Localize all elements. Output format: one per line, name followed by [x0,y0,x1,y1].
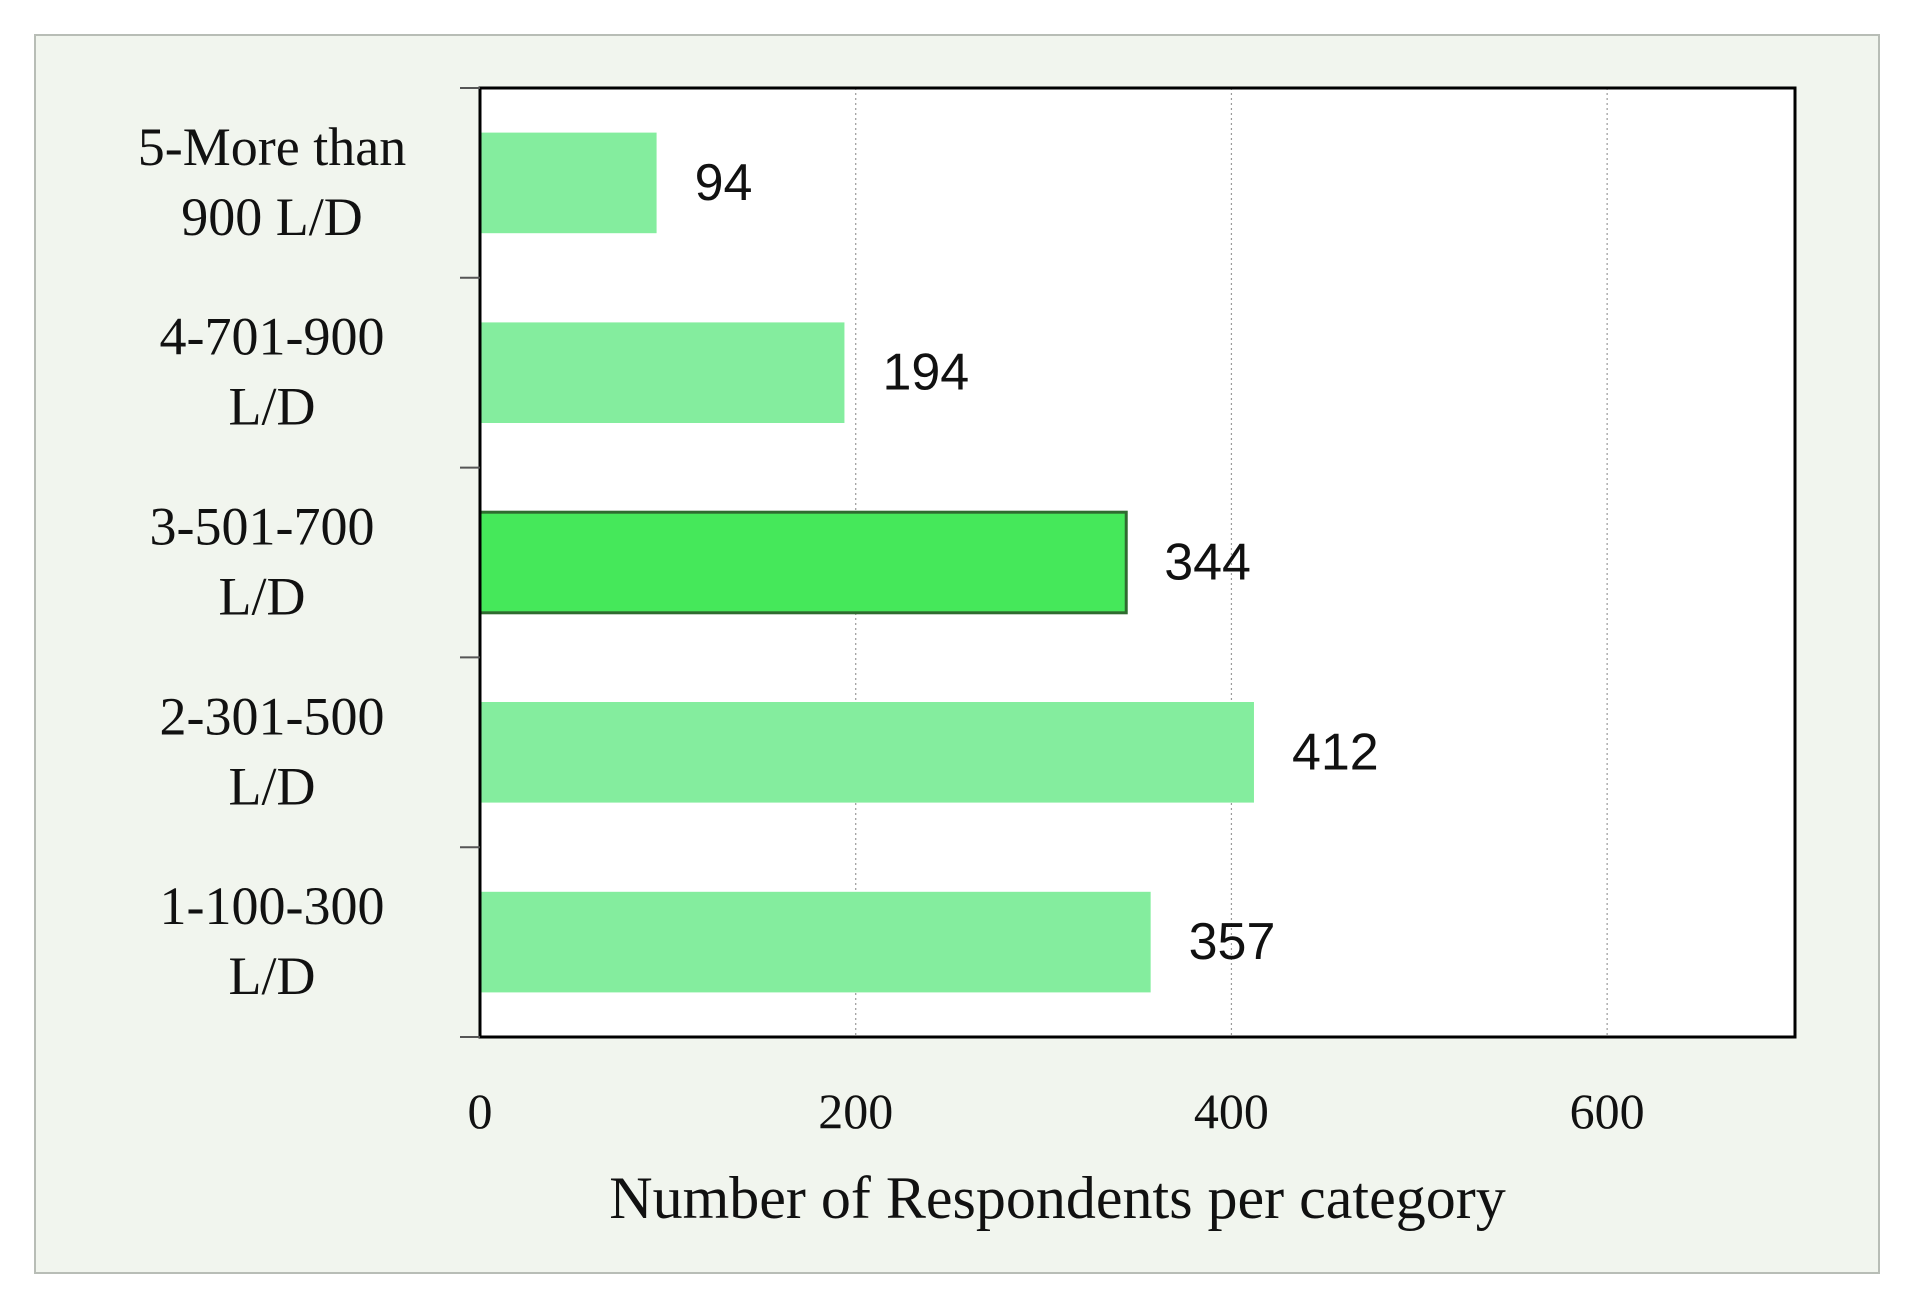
category-label-1: 5-More than 900 L/D [138,117,406,247]
data-label-1: 94 [695,154,753,212]
category-label-2: 4-701-900 L/D [160,307,385,437]
x-tick-label-600: 600 [1570,1083,1645,1139]
bar-3 [478,510,1128,615]
bar-4 [480,702,1254,803]
data-label-4: 412 [1292,723,1379,781]
plot-border [478,86,1797,1039]
bar-5 [480,891,1151,993]
bar-2 [480,322,845,423]
x-tick-label-400: 400 [1194,1083,1269,1139]
category-label-3: 3-501-700 L/D [150,497,375,627]
data-label-3: 344 [1164,534,1251,592]
data-label-2: 194 [882,344,969,402]
x-axis-title: Number of Respondents per category [609,1165,1505,1231]
bar-1 [480,132,657,234]
category-label-4: 2-301-500 L/D [160,686,385,816]
data-label-5: 357 [1189,913,1276,971]
x-tick-label-0: 0 [468,1083,493,1139]
category-label-5: 1-100-300 L/D [160,876,385,1006]
x-tick-label-200: 200 [818,1083,893,1139]
